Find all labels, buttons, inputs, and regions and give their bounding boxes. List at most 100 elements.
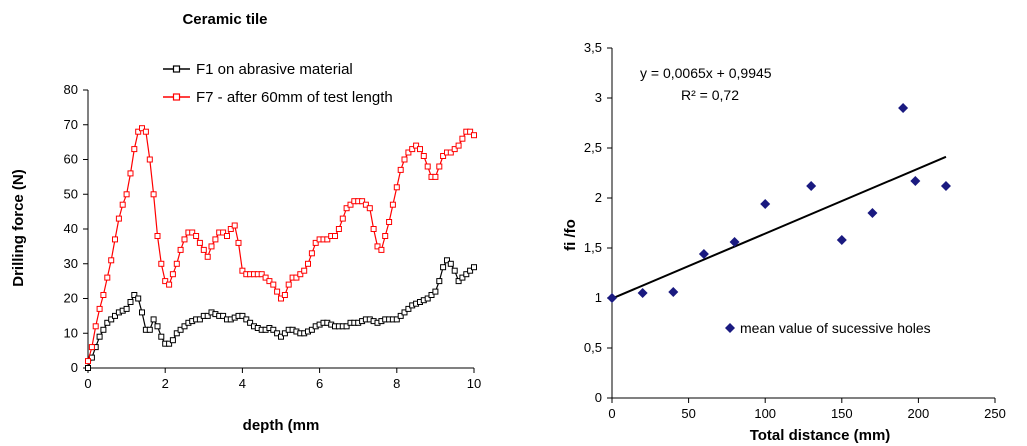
left-series-1-point xyxy=(274,288,281,295)
left-series-1-point xyxy=(389,201,396,208)
right-x-tick-label: 0 xyxy=(608,406,615,421)
left-series-0-point xyxy=(108,316,115,323)
left-series-1-point xyxy=(378,246,385,253)
right-series-0-point xyxy=(940,181,951,191)
left-series-0-point xyxy=(247,319,254,326)
left-series-0-point xyxy=(169,337,176,344)
left-y-tick-label: 60 xyxy=(64,152,78,167)
left-series-1-point xyxy=(297,271,304,278)
left-series-1-point xyxy=(420,153,427,159)
left-series-0-point xyxy=(397,312,404,319)
left-series-1-point xyxy=(92,323,99,330)
left-series-0-point xyxy=(440,264,447,271)
left-series-0-point xyxy=(401,309,408,316)
left-series-1-point xyxy=(220,229,227,236)
left-series-1-point xyxy=(393,184,400,191)
left-series-0-point xyxy=(135,295,142,302)
left-x-tick-label: 0 xyxy=(84,376,91,391)
left-series-1-point xyxy=(177,246,184,253)
left-series-1-point xyxy=(104,274,111,281)
legend-label-f7: F7 - after 60mm of test length xyxy=(196,89,393,106)
left-series-0-point xyxy=(451,267,458,274)
left-series-0-point xyxy=(239,312,246,319)
right-y-tick-label: 3 xyxy=(595,90,602,105)
chart-left-axes: 0 2 4 6 8 10 0 10 20 30 40 50 60 70 80 xyxy=(64,82,482,391)
left-series-1-point xyxy=(397,166,404,173)
left-series-0-point xyxy=(181,323,188,330)
left-series-0-point xyxy=(166,340,173,347)
left-series-0-point xyxy=(436,278,443,285)
left-y-tick-label: 0 xyxy=(71,360,78,375)
left-x-tick-label: 8 xyxy=(393,376,400,391)
left-x-tick-label: 2 xyxy=(162,376,169,391)
left-series-1-point xyxy=(189,229,196,236)
left-series-1-point xyxy=(196,239,203,246)
left-series-0-point xyxy=(278,333,284,340)
left-series-1-point xyxy=(285,281,292,288)
left-series-1-point xyxy=(139,125,145,132)
left-series-1-point xyxy=(162,278,169,285)
right-series-0-point xyxy=(760,199,771,209)
left-series-1-point xyxy=(432,173,439,180)
left-series-1-point xyxy=(212,236,219,243)
left-series-1-point xyxy=(467,128,474,135)
left-series-1-point xyxy=(278,295,284,302)
left-series-1-point xyxy=(440,153,447,159)
left-series-1-point xyxy=(266,278,273,285)
left-series-0-point xyxy=(444,257,450,264)
left-series-1-point xyxy=(169,271,176,278)
left-y-tick-label: 80 xyxy=(64,82,78,97)
left-series-1-point xyxy=(339,215,346,222)
left-series-1-point xyxy=(417,146,423,153)
left-series-0-point xyxy=(104,319,111,326)
left-series-1-point xyxy=(370,226,377,232)
left-series-0-point xyxy=(424,295,431,302)
left-series-1-point xyxy=(312,239,319,246)
right-series-0-point xyxy=(698,249,709,259)
left-series-1-point xyxy=(332,233,338,239)
left-series-0-point xyxy=(467,267,474,274)
left-series-1-point xyxy=(401,156,408,163)
left-series-1-point xyxy=(200,246,207,253)
legend-marker-f1 xyxy=(172,65,181,73)
left-series-1-point xyxy=(258,271,265,278)
right-series-0-point xyxy=(729,237,740,247)
left-series-1-point xyxy=(88,344,95,351)
left-series-0-point xyxy=(85,365,91,371)
chart-left-title: Ceramic tile xyxy=(182,11,267,28)
left-series-1-point xyxy=(166,281,173,288)
left-series-0-point xyxy=(173,330,180,337)
left-series-1-point xyxy=(335,226,342,232)
left-series-1-point xyxy=(424,163,431,170)
left-series-1-point xyxy=(131,146,138,153)
left-series-0-point xyxy=(274,330,281,337)
legend-label-f1: F1 on abrasive material xyxy=(196,61,353,78)
left-series-1-point xyxy=(455,142,462,149)
chart-left-legend: F1 on abrasive material F7 - after 60mm … xyxy=(163,61,393,106)
left-series-1-point xyxy=(366,205,373,212)
left-series-1-point xyxy=(158,260,165,267)
left-series-0-point xyxy=(146,326,153,333)
left-series-1-point xyxy=(471,132,477,139)
left-series-0-point xyxy=(100,326,107,333)
left-series-1-point xyxy=(108,257,115,264)
left-series-0-point xyxy=(471,264,477,271)
left-series-0-point xyxy=(112,312,118,319)
left-series-1-point xyxy=(135,128,142,135)
left-x-tick-label: 10 xyxy=(467,376,481,391)
left-series-1-point xyxy=(173,260,180,267)
right-series-0-point xyxy=(637,288,648,298)
left-series-1-point xyxy=(359,198,366,205)
left-series-0-point xyxy=(131,292,138,298)
left-series-1-point xyxy=(382,233,389,239)
left-series-0-point xyxy=(428,292,435,298)
left-series-0-point xyxy=(123,305,130,312)
left-series-1-point xyxy=(235,239,242,246)
left-series-1-point xyxy=(181,236,188,243)
left-series-1-point xyxy=(123,191,130,198)
chart-right-legend: mean value of sucessive holes xyxy=(725,320,931,336)
left-series-1-point xyxy=(115,215,122,222)
left-series-1-point xyxy=(409,146,416,153)
left-series-0-point xyxy=(154,323,161,330)
